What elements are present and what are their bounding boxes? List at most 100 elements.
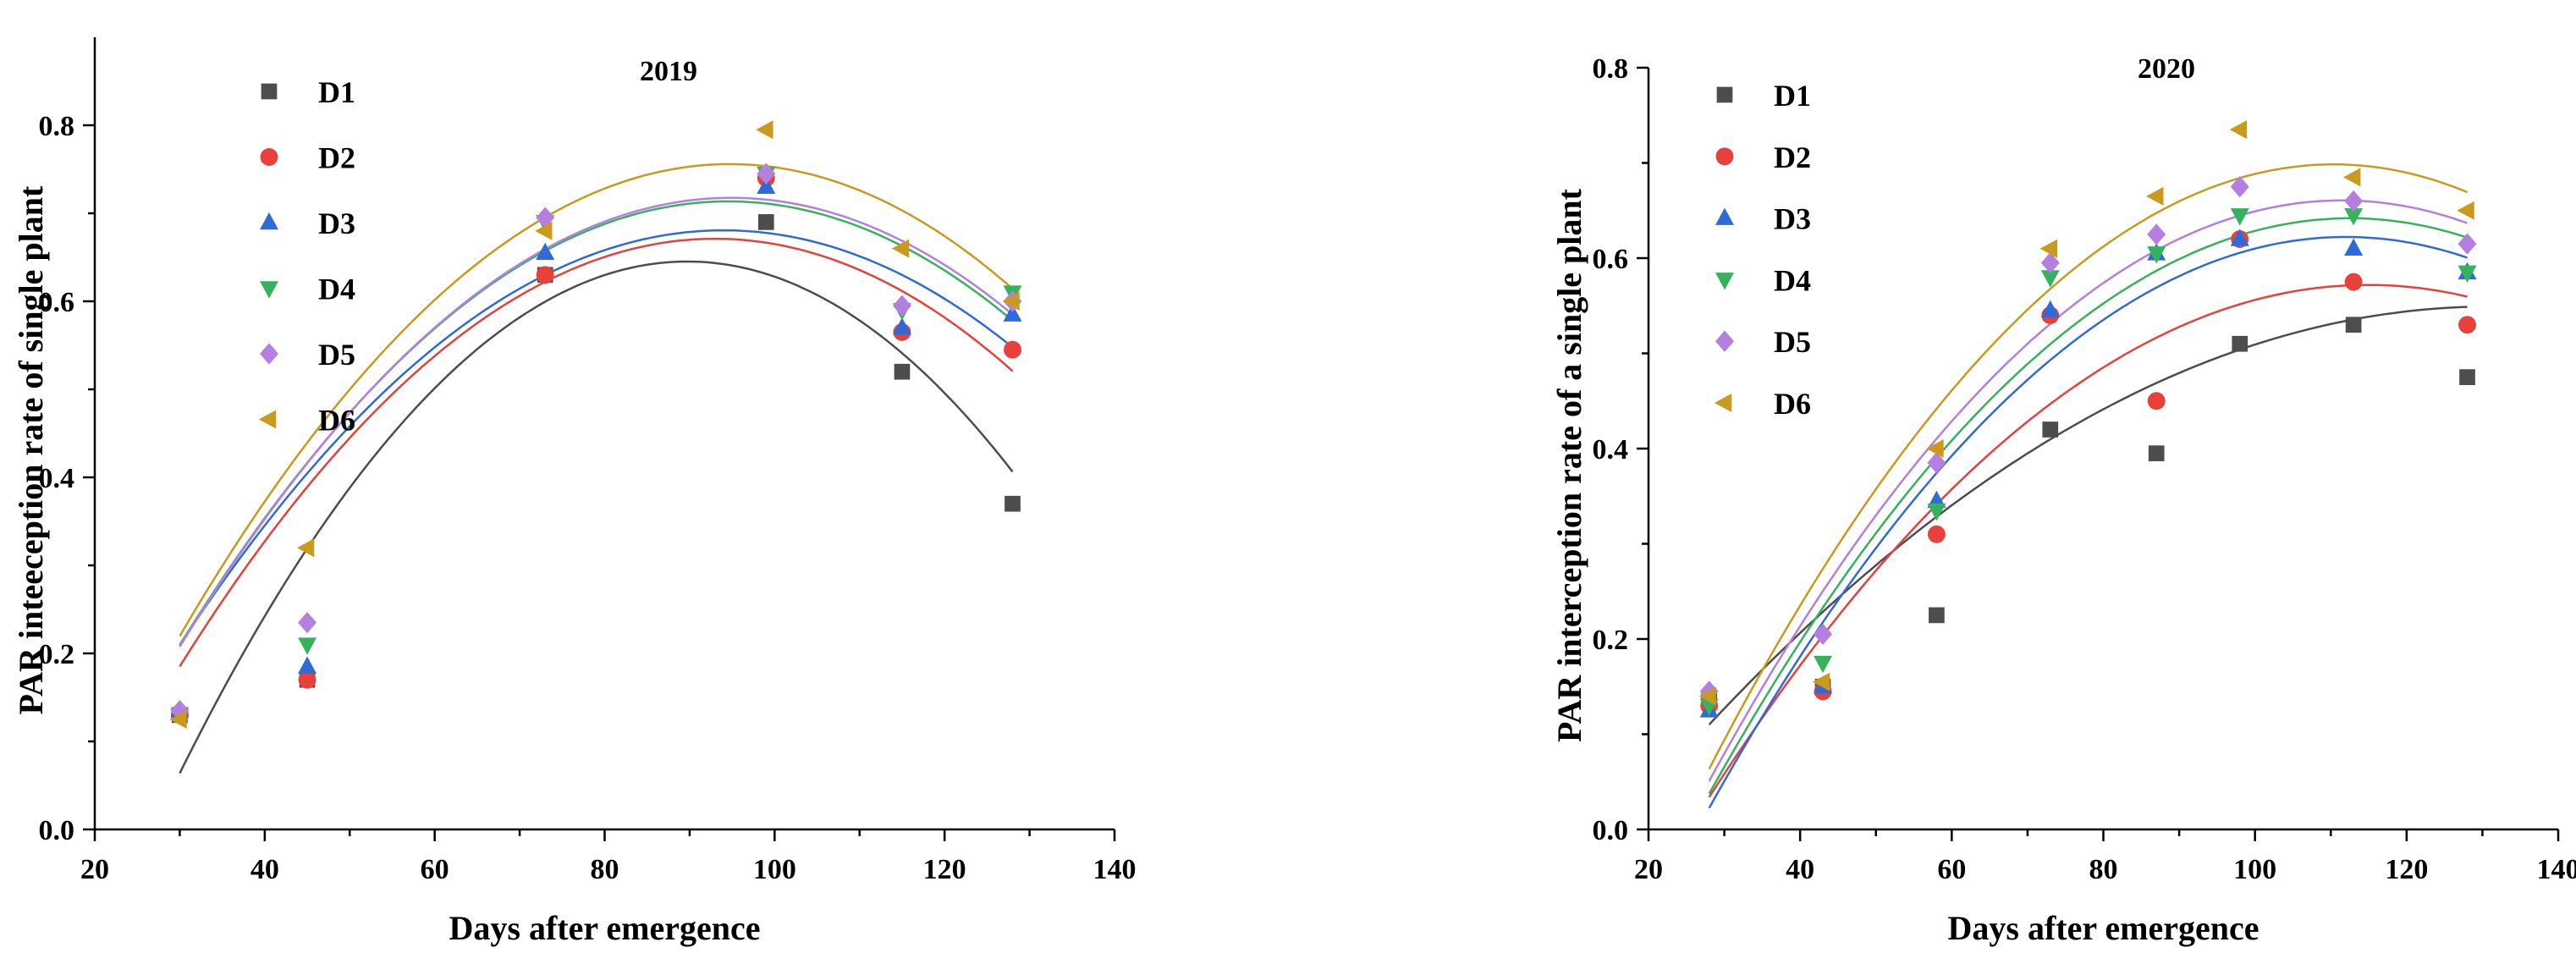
data-point-d6 bbox=[1926, 439, 1944, 458]
chart-2019: 20 40 60 80 100 120 140 0.0 0.2 0.4 0.6 0.8 D1 D2 D3 D4… bbox=[12, 37, 1137, 947]
data-point-d1 bbox=[894, 363, 911, 380]
data-point-d3 bbox=[892, 317, 911, 335]
x-tick-label: 40 bbox=[250, 854, 279, 885]
y-tick-label: 0.2 bbox=[1593, 625, 1629, 656]
data-point-d6 bbox=[2146, 186, 2164, 206]
data-point-d5 bbox=[2040, 251, 2060, 274]
legend-label-d2: D2 bbox=[1774, 140, 1811, 174]
fit-curve-d3 bbox=[1708, 235, 2468, 809]
x-axis-title: Days after emergence bbox=[1948, 909, 2260, 947]
legend-label-d3: D3 bbox=[318, 207, 355, 240]
x-tick-label: 100 bbox=[753, 854, 796, 885]
data-point-d6 bbox=[2039, 239, 2058, 258]
data-point-d6 bbox=[1812, 672, 1830, 691]
data-point-d6 bbox=[169, 710, 187, 729]
legend-label-d4: D4 bbox=[318, 273, 355, 306]
data-point-d3 bbox=[757, 176, 776, 195]
data-point-d1 bbox=[2042, 421, 2059, 438]
data-point-d4 bbox=[2458, 265, 2477, 283]
data-point-d6 bbox=[1698, 686, 1716, 706]
legend-marker-d2 bbox=[1715, 147, 1734, 166]
data-point-d1 bbox=[1005, 495, 1021, 512]
data-point-d6 bbox=[2229, 120, 2247, 140]
fit-curve-d5 bbox=[179, 196, 1014, 647]
x-tick-label: 120 bbox=[923, 854, 966, 885]
legend-marker-d2 bbox=[260, 148, 278, 166]
data-point-d4 bbox=[298, 637, 317, 655]
data-point-d3 bbox=[536, 242, 555, 261]
data-point-d2 bbox=[2147, 392, 2166, 410]
y-tick-label: 0.8 bbox=[39, 111, 75, 142]
legend-marker-d5 bbox=[1715, 330, 1734, 352]
legend-label-d6: D6 bbox=[318, 404, 355, 438]
chart-2020: 20 40 60 80 100 120 140 0.0 0.2 0.4 0.6 0.8 D1 D2 D3 D4… bbox=[1550, 53, 2576, 947]
y-tick-label: 0.2 bbox=[39, 639, 75, 670]
fit-curve-d2 bbox=[179, 237, 1014, 668]
fit-curve-d6 bbox=[1708, 163, 2468, 770]
data-point-d5 bbox=[1927, 452, 1946, 474]
data-point-d2 bbox=[1004, 340, 1021, 359]
data-point-d2 bbox=[298, 670, 316, 689]
y-tick-label: 0.8 bbox=[1593, 53, 1629, 85]
fit-curve-d5 bbox=[1708, 199, 2468, 782]
data-point-d2 bbox=[536, 266, 554, 284]
x-axis-title: Days after emergence bbox=[449, 909, 761, 947]
data-point-d3 bbox=[298, 656, 317, 674]
data-point-d1 bbox=[2232, 335, 2248, 352]
legend-label-d6: D6 bbox=[1774, 387, 1811, 421]
data-point-d6 bbox=[535, 221, 553, 240]
data-point-d1 bbox=[2345, 317, 2362, 333]
legend-label-d5: D5 bbox=[1774, 325, 1811, 359]
data-point-d5 bbox=[1814, 623, 1833, 646]
data-point-d5 bbox=[2147, 223, 2166, 245]
axes-frame bbox=[93, 37, 1115, 831]
legend-marker-d5 bbox=[260, 343, 278, 365]
data-point-d6 bbox=[296, 538, 315, 558]
x-tick-label: 100 bbox=[2233, 854, 2276, 885]
fit-curve-d6 bbox=[179, 163, 1014, 637]
y-tick-label: 0.0 bbox=[1593, 815, 1629, 846]
x-tick-label: 80 bbox=[2089, 854, 2118, 885]
legend-label-d1: D1 bbox=[318, 75, 355, 109]
data-point-d3 bbox=[2230, 229, 2249, 246]
x-tick-label: 40 bbox=[1786, 854, 1814, 885]
data-point-d5 bbox=[757, 163, 776, 185]
x-tick-label: 20 bbox=[80, 854, 109, 885]
data-point-d6 bbox=[2343, 168, 2361, 187]
legend-marker-d6 bbox=[1714, 394, 1732, 412]
y-tick-label: 0.4 bbox=[1593, 434, 1629, 465]
data-point-d4 bbox=[1814, 655, 1833, 674]
data-point-d2 bbox=[2344, 273, 2363, 291]
legend-label-d4: D4 bbox=[1774, 263, 1811, 297]
data-point-d1 bbox=[2148, 445, 2165, 461]
x-tick-label: 120 bbox=[2385, 854, 2428, 885]
legend-label-d3: D3 bbox=[1774, 202, 1811, 236]
x-tick-label: 140 bbox=[2537, 854, 2576, 885]
data-point-d5 bbox=[2344, 190, 2364, 212]
legend-marker-d4 bbox=[260, 281, 278, 299]
axes-frame bbox=[1647, 68, 2558, 831]
legend-marker-d4 bbox=[1715, 273, 1734, 290]
legend-marker-d1 bbox=[1716, 86, 1733, 103]
data-point-d5 bbox=[2458, 233, 2477, 255]
data-point-d3 bbox=[1003, 304, 1022, 322]
data-point-d4 bbox=[2040, 270, 2060, 288]
x-tick-label: 20 bbox=[1634, 854, 1663, 885]
data-point-d1 bbox=[2459, 369, 2475, 385]
x-tick-label: 60 bbox=[1937, 854, 1966, 885]
data-point-d3 bbox=[2344, 238, 2364, 256]
data-point-d4 bbox=[2230, 208, 2249, 226]
data-point-d2 bbox=[1927, 525, 1946, 543]
legend-marker-d3 bbox=[260, 212, 278, 230]
y-axis-title: PAR interception rate of a single plant bbox=[1550, 188, 1588, 742]
data-point-d6 bbox=[891, 239, 910, 258]
data-point-d5 bbox=[2230, 175, 2249, 198]
data-point-d4 bbox=[2147, 246, 2166, 264]
fit-curve-d3 bbox=[179, 229, 1014, 646]
data-point-d6 bbox=[756, 120, 773, 140]
y-axis-title: PAR inteeception rate of single plant bbox=[12, 185, 50, 714]
data-point-d6 bbox=[2457, 201, 2474, 220]
legend-marker-d6 bbox=[258, 410, 277, 429]
data-point-d5 bbox=[298, 611, 317, 634]
